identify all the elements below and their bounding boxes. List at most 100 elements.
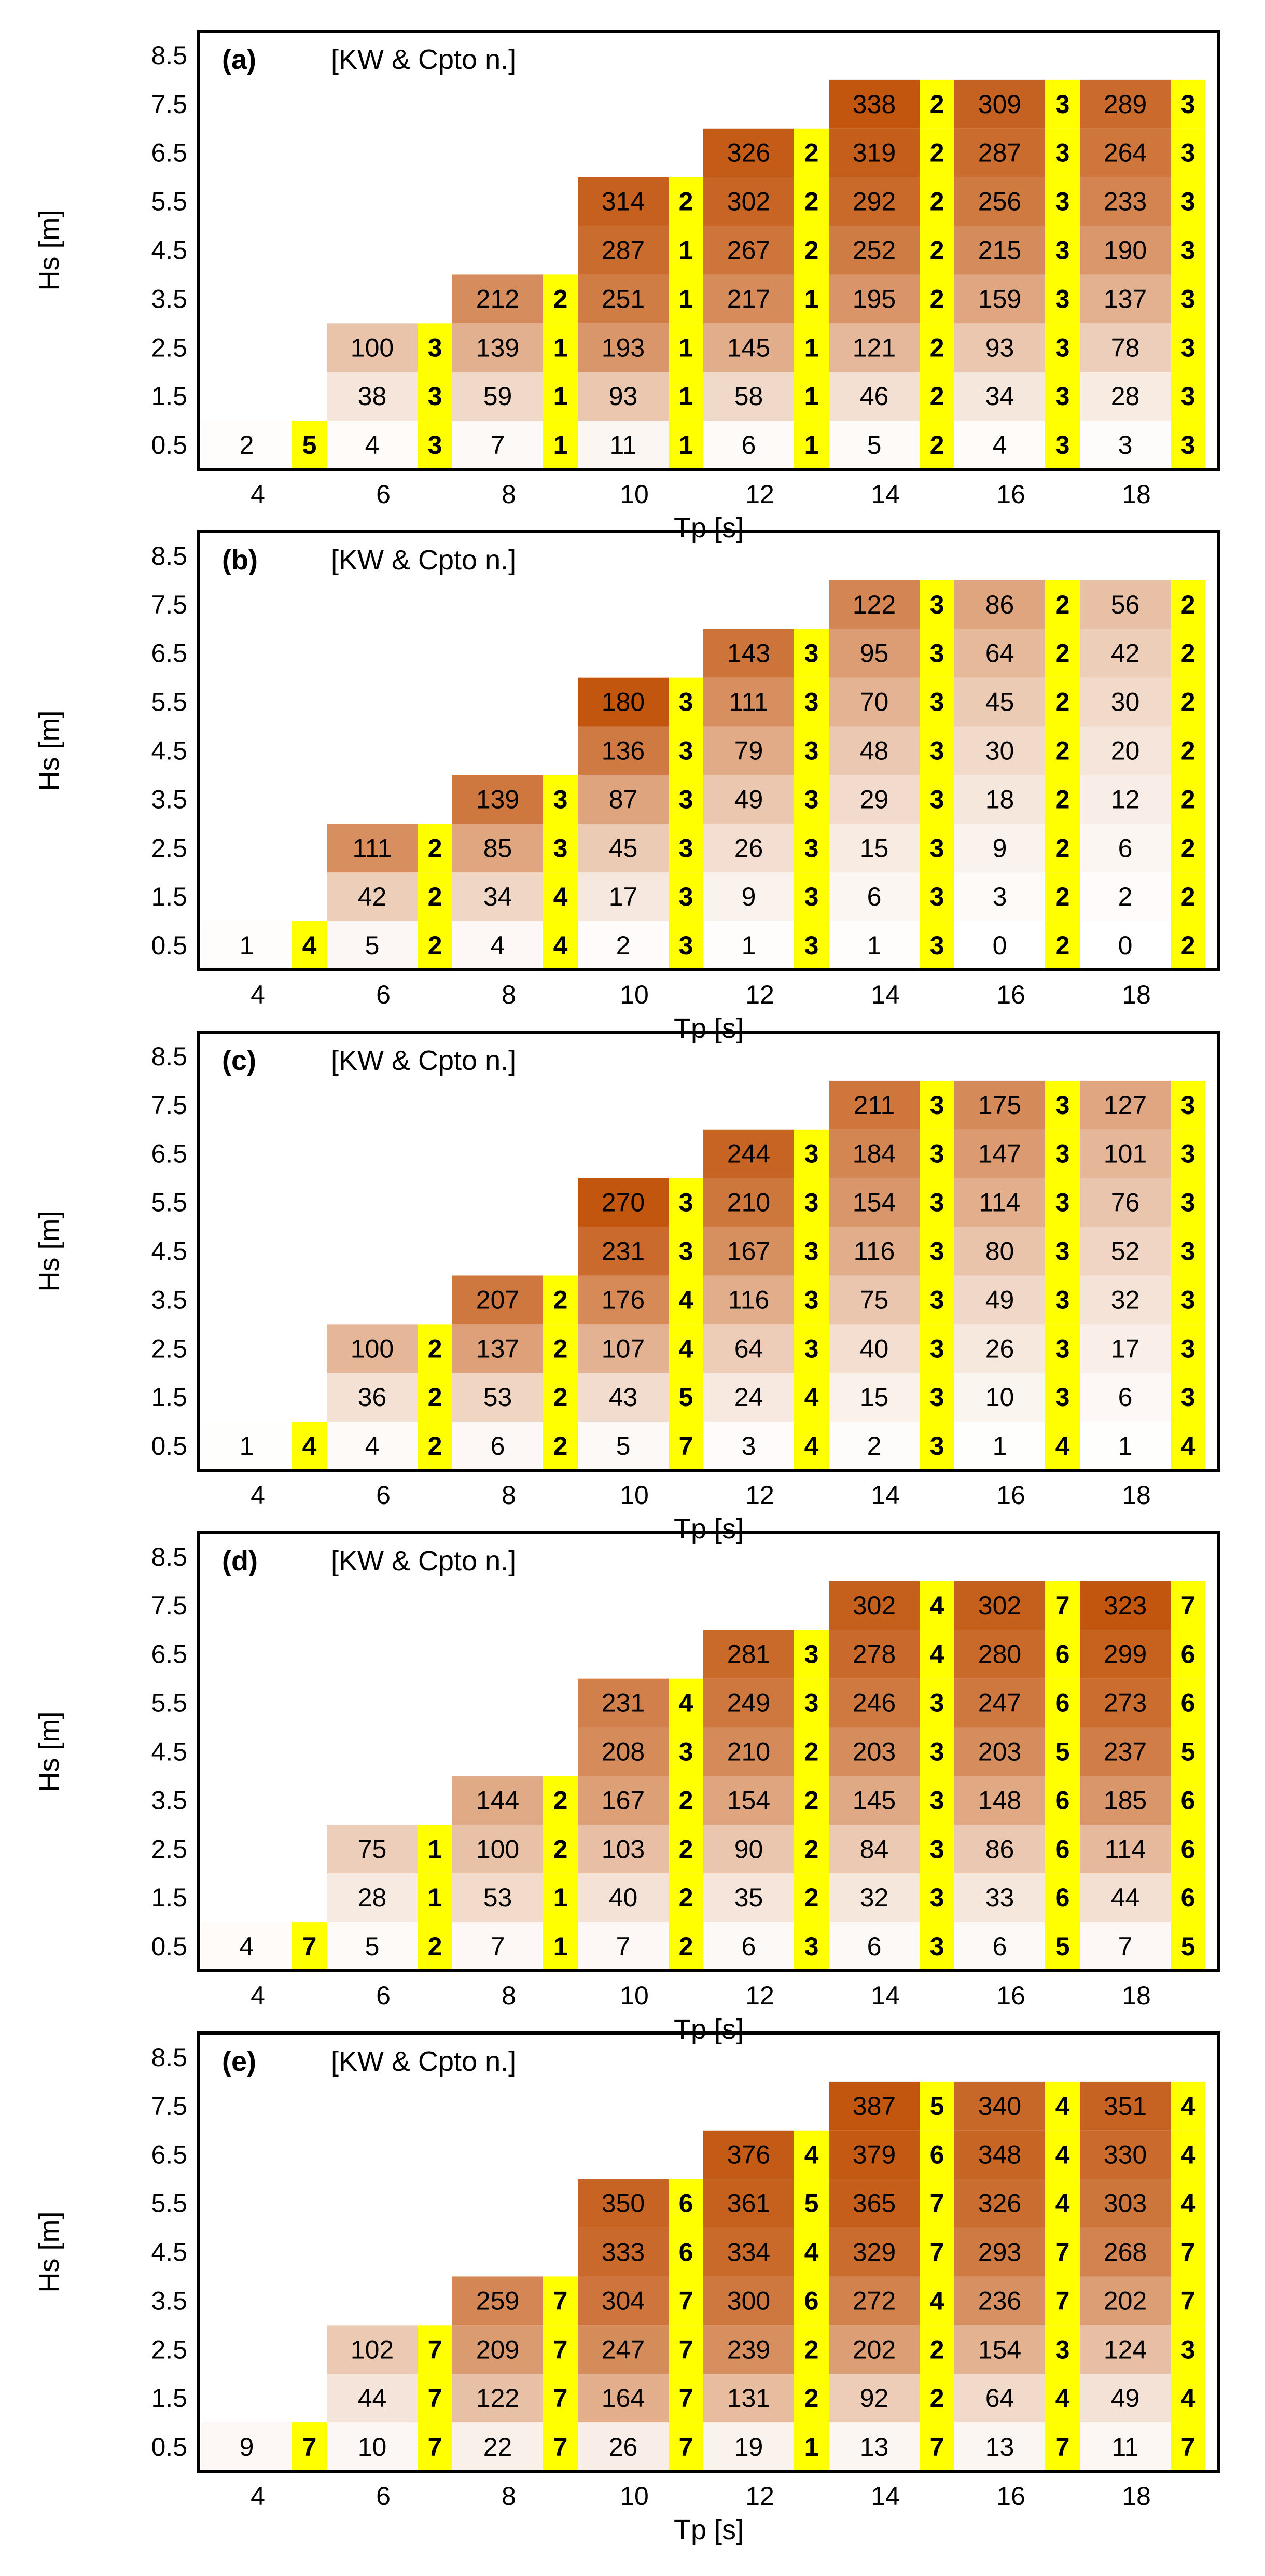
cpto-cell [920, 1825, 954, 1874]
x-tick-label: 14 [871, 1481, 900, 1510]
heatmap-cell [954, 1373, 1045, 1422]
cpto-label: 3 [930, 931, 944, 960]
y-tick-label: 7.5 [151, 590, 187, 619]
cpto-cell [920, 677, 954, 727]
x-axis-title: Tp [s] [674, 2514, 744, 2545]
cpto-label: 3 [1181, 1383, 1196, 1412]
cpto-cell [669, 2374, 703, 2423]
cell-value-label: 4 [491, 931, 505, 960]
heatmap-cell [829, 1373, 920, 1422]
heatmap-cell [703, 2422, 794, 2471]
cell-value-label: 6 [867, 1932, 882, 1961]
cpto-cell [920, 1776, 954, 1825]
cpto-label: 3 [1181, 1285, 1196, 1314]
y-tick-label: 1.5 [151, 382, 187, 411]
cpto-cell [1045, 1178, 1080, 1227]
cpto-label: 3 [679, 785, 693, 814]
heatmap-cell [954, 2422, 1045, 2471]
cpto-label: 6 [1181, 1883, 1196, 1912]
cpto-label: 7 [1055, 1591, 1070, 1620]
cell-value-label: 209 [476, 2335, 519, 2364]
cpto-cell [1045, 1080, 1080, 1130]
heatmap-cell [954, 372, 1045, 421]
cell-value-label: 268 [1104, 2238, 1147, 2267]
cpto-cell [1171, 2325, 1205, 2374]
cpto-cell [1045, 2130, 1080, 2179]
cpto-cell [1171, 1581, 1205, 1630]
cpto-label: 3 [428, 382, 442, 411]
cell-value-label: 215 [978, 236, 1021, 265]
cell-value-label: 139 [476, 785, 519, 814]
cpto-label: 7 [1181, 2286, 1196, 2315]
heatmap-cell [954, 1422, 1045, 1470]
cpto-label: 3 [930, 1188, 944, 1217]
cell-value-label: 36 [358, 1383, 387, 1412]
cpto-cell [1171, 872, 1205, 922]
cell-value-label: 9 [742, 882, 756, 911]
cpto-cell [418, 1873, 452, 1923]
cpto-label: 1 [804, 2432, 819, 2461]
heatmap-cell [954, 1776, 1045, 1825]
y-tick-label: 1.5 [151, 882, 187, 911]
cell-value-label: 195 [853, 284, 896, 313]
cell-value-label: 329 [853, 2238, 896, 2267]
heatmap-cell [452, 274, 543, 324]
heatmap-cell [1080, 726, 1171, 775]
legend-note: [KW & Cpto n.] [331, 1545, 516, 1577]
y-tick-label: 6.5 [151, 639, 187, 668]
cpto-label: 7 [930, 2432, 944, 2461]
cell-value-label: 6 [742, 1932, 756, 1961]
cpto-cell [1045, 2276, 1080, 2326]
cell-value-label: 338 [853, 90, 896, 119]
heatmap-cell [578, 1178, 669, 1227]
cpto-cell [1045, 177, 1080, 226]
cell-value-label: 22 [483, 2432, 512, 2461]
cpto-label: 2 [1181, 590, 1196, 619]
cpto-cell [1171, 274, 1205, 324]
cpto-label: 3 [930, 688, 944, 717]
cpto-label: 4 [1181, 2092, 1196, 2121]
cpto-cell [543, 421, 578, 469]
cpto-cell [920, 775, 954, 824]
cpto-label: 3 [1055, 430, 1070, 459]
heatmap-cell [327, 323, 418, 372]
cpto-label: 7 [930, 2238, 944, 2267]
cpto-label: 3 [930, 1932, 944, 1961]
heatmap-cell [703, 1873, 794, 1923]
cpto-cell [1045, 2374, 1080, 2423]
x-tick-label: 16 [996, 2482, 1025, 2511]
cpto-cell [794, 177, 829, 226]
cpto-label: 4 [804, 1383, 819, 1412]
cpto-cell [292, 421, 327, 469]
y-tick-label: 7.5 [151, 2092, 187, 2121]
heatmap-cell [703, 2130, 794, 2179]
cpto-cell [418, 1922, 452, 1971]
cell-value-label: 184 [853, 1139, 896, 1168]
cpto-label: 3 [1055, 284, 1070, 313]
cpto-cell [920, 1129, 954, 1178]
y-tick-label: 1.5 [151, 2384, 187, 2413]
y-tick-label: 5.5 [151, 187, 187, 216]
cpto-label: 2 [553, 1285, 568, 1314]
heatmap-cell [1080, 79, 1171, 129]
cpto-cell [794, 2276, 829, 2326]
heatmap-cell [954, 629, 1045, 678]
heatmap-cell [829, 274, 920, 324]
heatmap-cell [829, 177, 920, 226]
x-tick-label: 10 [620, 980, 649, 1009]
cpto-cell [1171, 1727, 1205, 1776]
legend-note: [KW & Cpto n.] [331, 545, 516, 576]
cell-value-label: 5 [365, 931, 380, 960]
cpto-label: 2 [428, 1334, 442, 1363]
cpto-label: 3 [930, 736, 944, 765]
cell-value-label: 287 [978, 138, 1021, 168]
cpto-label: 2 [428, 1383, 442, 1412]
heatmap-cell [829, 1678, 920, 1728]
cpto-cell [1171, 1422, 1205, 1470]
heatmap-cell [201, 921, 292, 970]
cpto-cell [1045, 580, 1080, 629]
heatmap-cell [829, 1776, 920, 1825]
cell-value-label: 28 [358, 1883, 387, 1912]
cell-value-label: 212 [476, 284, 519, 313]
cpto-label: 3 [930, 833, 944, 862]
